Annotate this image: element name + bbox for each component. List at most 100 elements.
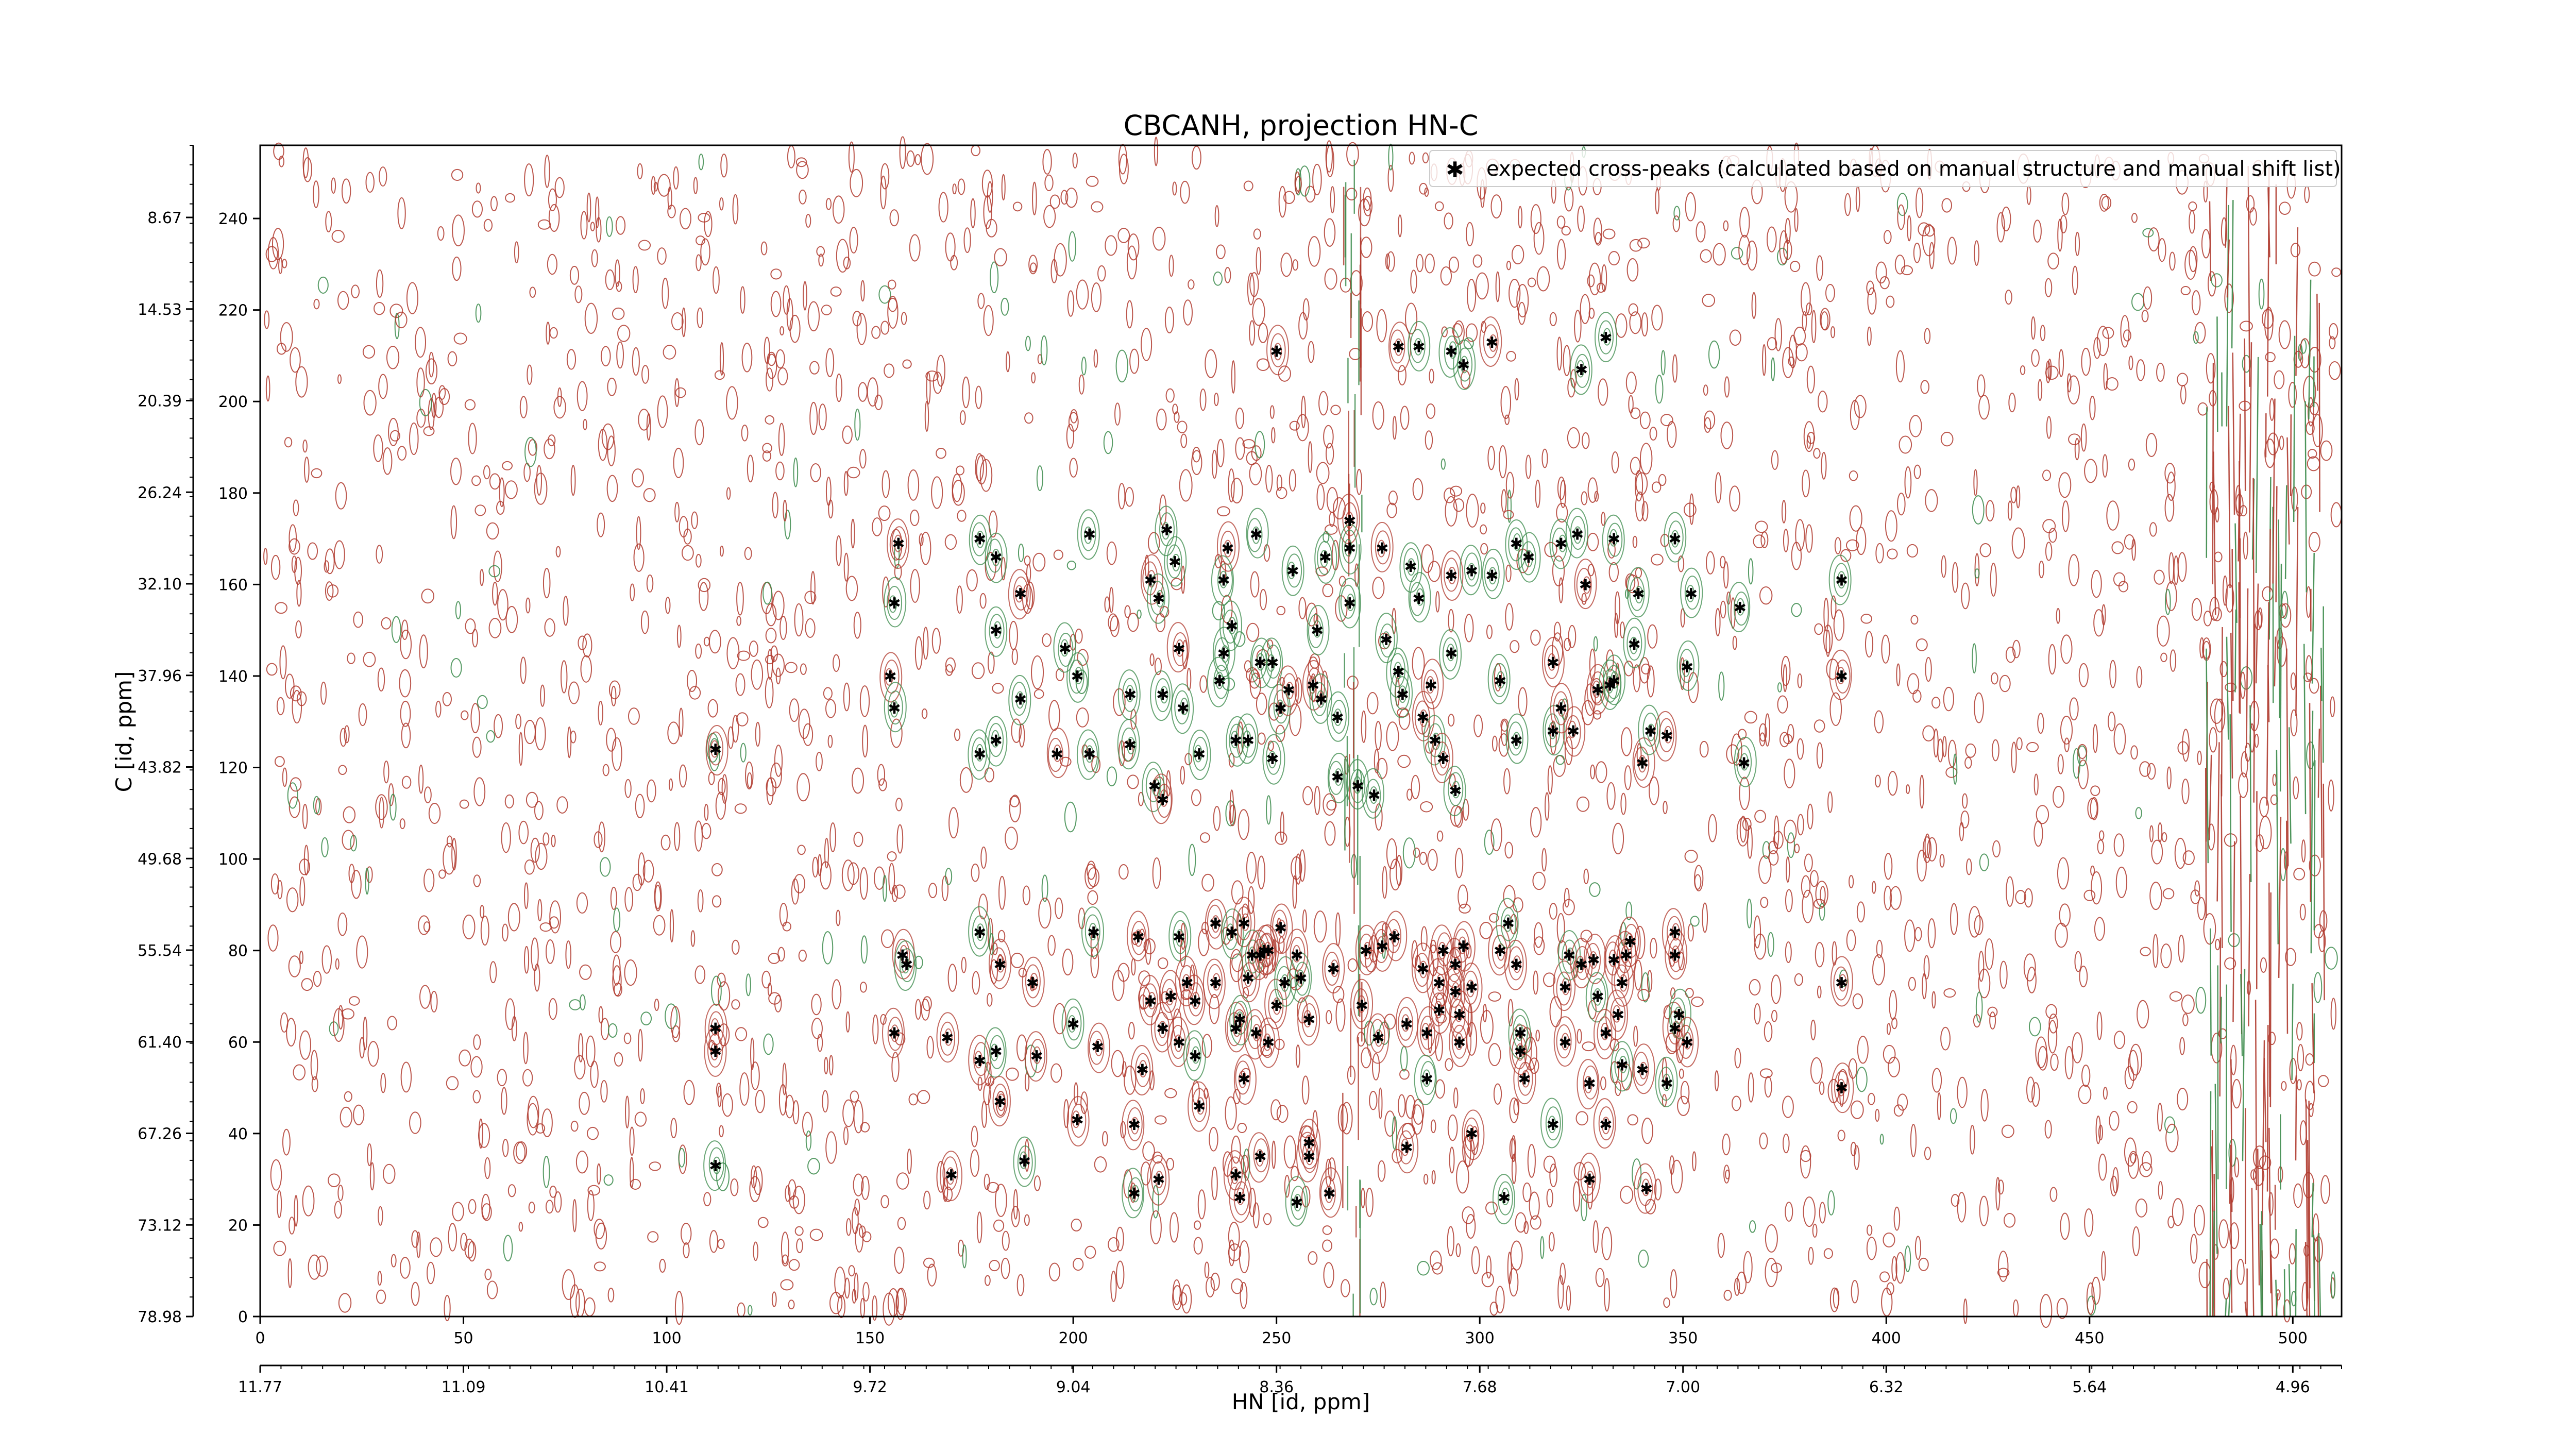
- cross-peak-marker: ✱: [1445, 567, 1458, 585]
- cross-peak-marker: ✱: [1636, 755, 1649, 773]
- cross-peak-marker: ✱: [1225, 924, 1238, 942]
- y-ppm-tick-label: 61.40: [138, 1034, 182, 1052]
- cross-peak-marker: ✱: [1612, 1006, 1624, 1024]
- cross-peak-marker: ✱: [1071, 668, 1083, 686]
- x-tick-label: 350: [1668, 1329, 1698, 1347]
- cross-peak-marker: ✱: [1250, 526, 1263, 544]
- y-axis-label: C [id, ppm]: [111, 671, 137, 792]
- legend-star-icon: ✱: [1446, 157, 1464, 182]
- cross-peak-marker: ✱: [1376, 938, 1388, 956]
- cross-peak-marker: ✱: [1351, 778, 1364, 796]
- cross-peak-marker: ✱: [990, 1043, 1003, 1061]
- cross-peak-marker: ✱: [1437, 942, 1450, 960]
- cross-peak-marker: ✱: [1416, 709, 1429, 727]
- cross-peak-marker: ✱: [1599, 1116, 1612, 1134]
- cross-peak-marker: ✱: [1262, 1034, 1275, 1052]
- cross-peak-marker: ✱: [1599, 329, 1612, 347]
- x-ppm-tick-label: 11.09: [442, 1378, 486, 1396]
- y-tick-label: 100: [218, 851, 248, 869]
- cross-peak-marker: ✱: [1128, 1185, 1141, 1203]
- cross-peak-marker: ✱: [1453, 1034, 1466, 1052]
- cross-peak-marker: ✱: [1433, 974, 1446, 992]
- cross-peak-marker: ✱: [1254, 1148, 1267, 1166]
- cross-peak-marker: ✱: [1420, 1025, 1433, 1043]
- cross-peak-marker: ✱: [1327, 960, 1340, 978]
- cross-peak-marker: ✱: [1083, 526, 1096, 544]
- cross-peak-marker: ✱: [941, 1029, 954, 1047]
- y-tick-label: 220: [218, 302, 248, 320]
- cross-peak-marker: ✱: [1420, 1070, 1433, 1088]
- cross-peak-marker: ✱: [1026, 974, 1039, 992]
- cross-peak-marker: ✱: [900, 956, 913, 974]
- cross-peak-marker: ✱: [1173, 929, 1185, 947]
- cross-peak-marker: ✱: [1400, 1016, 1413, 1034]
- cross-peak-marker: ✱: [1278, 974, 1291, 992]
- cross-peak-marker: ✱: [1554, 535, 1567, 553]
- cross-peak-marker: ✱: [1156, 686, 1169, 704]
- cross-peak-marker: ✱: [1563, 947, 1575, 965]
- cross-peak-marker: ✱: [1291, 1194, 1303, 1212]
- cross-peak-marker: ✱: [1632, 585, 1645, 603]
- band-contour: [2276, 486, 2277, 602]
- cross-peak-marker: ✱: [1547, 723, 1560, 741]
- y-tick-label: 80: [228, 942, 248, 960]
- cross-peak-marker: ✱: [1835, 974, 1848, 992]
- cross-peak-marker: ✱: [1083, 746, 1096, 764]
- band-contour: [2226, 985, 2227, 1189]
- y-tick-label: 240: [218, 210, 248, 228]
- cross-peak-marker: ✱: [1152, 1171, 1165, 1189]
- cross-peak-marker: ✱: [1193, 746, 1206, 764]
- cross-peak-marker: ✱: [1189, 992, 1201, 1010]
- cross-peak-marker: ✱: [1168, 553, 1181, 571]
- cross-peak-marker: ✱: [1087, 924, 1100, 942]
- cross-peak-marker: ✱: [884, 668, 896, 686]
- cross-peak-marker: ✱: [1579, 576, 1592, 594]
- cross-peak-marker: ✱: [1262, 942, 1275, 960]
- y-tick-label: 0: [238, 1308, 248, 1326]
- cross-peak-marker: ✱: [973, 746, 986, 764]
- cross-peak-marker: ✱: [1457, 357, 1470, 375]
- cross-peak-marker: ✱: [1331, 709, 1344, 727]
- band-contour: [2314, 760, 2315, 930]
- band-contour: [2222, 627, 2223, 796]
- cross-peak-marker: ✱: [1331, 768, 1344, 786]
- cross-peak-marker: ✱: [1668, 947, 1681, 965]
- cross-peak-marker: ✱: [1209, 974, 1222, 992]
- cross-peak-marker: ✱: [1343, 512, 1356, 530]
- cross-peak-marker: ✱: [1485, 567, 1498, 585]
- band-contour: [2232, 549, 2233, 701]
- cross-peak-marker: ✱: [1554, 700, 1567, 718]
- cross-peak-marker: ✱: [1644, 723, 1657, 741]
- cross-peak-marker: ✱: [1607, 531, 1620, 549]
- cross-peak-marker: ✱: [1429, 732, 1442, 750]
- cross-peak-marker: ✱: [990, 622, 1003, 640]
- x-tick-label: 150: [855, 1329, 885, 1347]
- cross-peak-marker: ✱: [1209, 915, 1222, 933]
- x-ppm-tick-label: 9.04: [1056, 1378, 1091, 1396]
- y-ppm-tick-label: 14.53: [138, 301, 182, 319]
- x-tick-label: 300: [1465, 1329, 1495, 1347]
- cross-peak-marker: ✱: [1518, 1070, 1531, 1088]
- x-ppm-tick-label: 10.41: [645, 1378, 689, 1396]
- cross-peak-marker: ✱: [1323, 1185, 1336, 1203]
- cross-peak-marker: ✱: [994, 956, 1007, 974]
- cross-peak-marker: ✱: [1636, 1061, 1649, 1079]
- cross-peak-marker: ✱: [973, 1052, 986, 1070]
- x-ppm-tick-label: 11.77: [238, 1378, 282, 1396]
- cross-peak-marker: ✱: [1343, 539, 1356, 558]
- cross-peak-marker: ✱: [1225, 617, 1238, 635]
- band-contour: [2220, 937, 2221, 1096]
- cross-peak-marker: ✱: [1124, 686, 1137, 704]
- cross-peak-marker: ✱: [1835, 668, 1848, 686]
- y-tick-label: 40: [228, 1125, 248, 1143]
- cross-peak-marker: ✱: [1583, 1075, 1596, 1093]
- cross-peak-marker: ✱: [1616, 974, 1629, 992]
- cross-peak-marker: ✱: [1591, 682, 1604, 700]
- cross-peak-marker: ✱: [1030, 1048, 1043, 1066]
- band-contour: [2314, 1235, 2315, 1317]
- cross-peak-marker: ✱: [990, 549, 1003, 567]
- cross-peak-marker: ✱: [1136, 1061, 1149, 1079]
- y-ppm-tick-label: 37.96: [138, 667, 182, 685]
- cross-peak-marker: ✱: [1124, 736, 1137, 754]
